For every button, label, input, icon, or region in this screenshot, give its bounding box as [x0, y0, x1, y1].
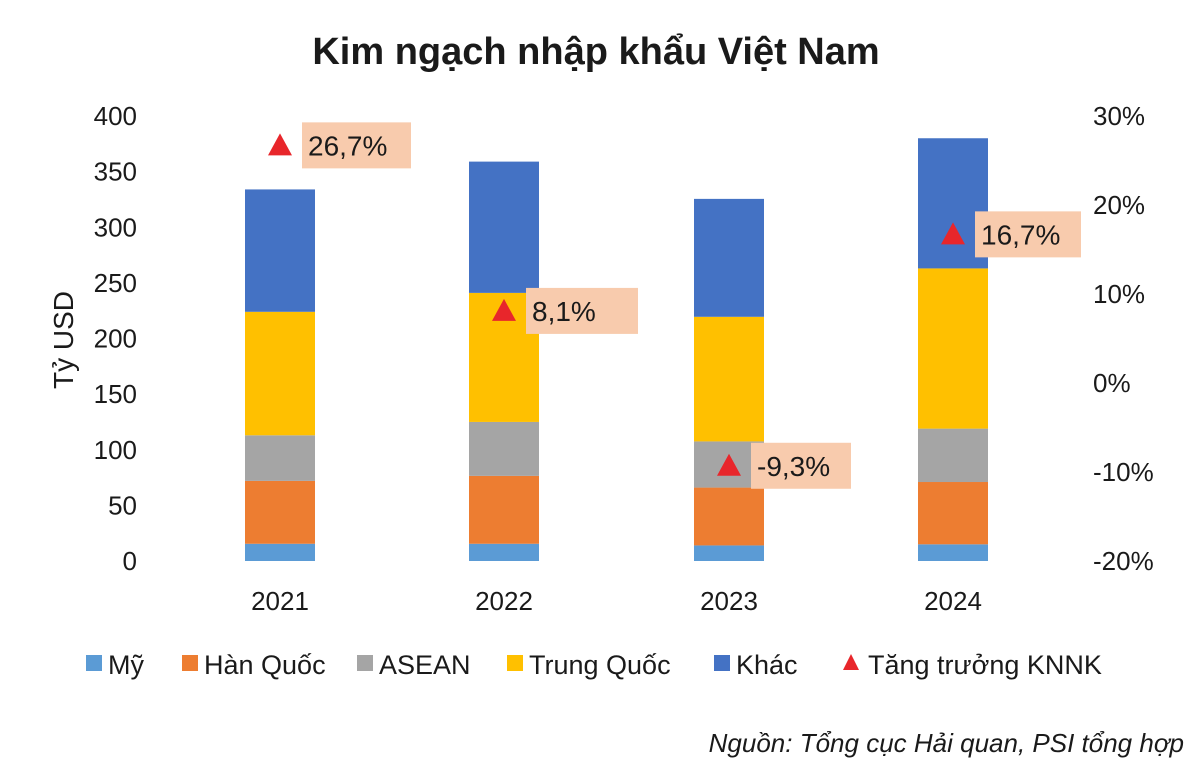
bar-segment: [469, 421, 539, 476]
growth-label-box: [302, 122, 411, 169]
y-tick-label: 250: [94, 268, 137, 298]
y2-axis-ticks: -20% -10% 0% 10% 20% 30%: [1093, 101, 1154, 576]
x-tick-label: 2024: [924, 586, 982, 616]
growth-marker: [268, 133, 292, 156]
bar-segment: [245, 543, 315, 561]
bar-segment: [469, 475, 539, 544]
legend-label: Khác: [736, 650, 798, 680]
legend-label: Trung Quốc: [529, 650, 671, 680]
y-tick-label: 400: [94, 101, 137, 131]
legend-swatch: [714, 655, 730, 671]
bar-segment: [918, 482, 988, 545]
bar-segment: [245, 435, 315, 481]
y-tick-label: 350: [94, 157, 137, 187]
growth-label-box: [751, 442, 851, 489]
growth-label: 16,7%: [981, 219, 1060, 250]
growth-markers: 26,7% 8,1% -9,3% 16,7%: [268, 122, 1081, 489]
y-axis-label: Tỷ USD: [48, 291, 79, 389]
y2-tick-label: 10%: [1093, 279, 1145, 309]
bars: [245, 138, 988, 561]
bar-segment: [694, 198, 764, 317]
legend: Mỹ Hàn Quốc ASEAN Trung Quốc Khác Tăng trưởng…: [86, 650, 1102, 680]
growth-label: -9,3%: [757, 451, 830, 482]
growth-label: 8,1%: [532, 296, 596, 327]
chart-title: Kim ngạch nhập khẩu Việt Nam: [312, 31, 879, 73]
growth-marker: [717, 453, 741, 476]
bar-segment: [245, 311, 315, 436]
y2-tick-label: -10%: [1093, 457, 1154, 487]
legend-swatch: [507, 655, 523, 671]
y-axis-ticks: 0 50 100 150 200 250 300 350 400: [94, 101, 137, 576]
x-tick-label: 2021: [251, 586, 309, 616]
bar-segment: [918, 544, 988, 561]
legend-swatch: [357, 655, 373, 671]
bar-segment: [245, 480, 315, 544]
bar-segment: [469, 543, 539, 561]
bar-segment: [694, 487, 764, 546]
legend-swatch: [86, 655, 102, 671]
bar-segment: [694, 545, 764, 561]
y-tick-label: 50: [108, 490, 137, 520]
bar-segment: [245, 189, 315, 312]
y2-tick-label: -20%: [1093, 546, 1154, 576]
x-tick-label: 2022: [475, 586, 533, 616]
y-tick-label: 150: [94, 379, 137, 409]
y-tick-label: 300: [94, 212, 137, 242]
legend-label: Tăng trưởng KNNK: [868, 650, 1102, 680]
legend-label: ASEAN: [379, 650, 471, 680]
bar-segment: [918, 428, 988, 483]
growth-label: 26,7%: [308, 130, 387, 161]
y-tick-label: 0: [123, 546, 137, 576]
growth-marker: [941, 222, 965, 245]
bar-segment: [469, 161, 539, 293]
growth-label-box: [975, 211, 1081, 258]
y-tick-label: 200: [94, 324, 137, 354]
legend-label: Mỹ: [108, 650, 144, 680]
x-axis-ticks: 2021 2022 2023 2024: [251, 586, 982, 616]
bar-segment: [918, 268, 988, 429]
legend-growth-marker: [843, 654, 859, 670]
growth-marker: [492, 298, 516, 321]
bar-segment: [694, 316, 764, 442]
legend-swatch: [182, 655, 198, 671]
source-note: Nguồn: Tổng cục Hải quan, PSI tổng hợp: [709, 728, 1184, 758]
y2-tick-label: 30%: [1093, 101, 1145, 131]
y-tick-label: 100: [94, 435, 137, 465]
legend-label: Hàn Quốc: [204, 650, 326, 680]
growth-label-box: [526, 287, 638, 334]
y2-tick-label: 0%: [1093, 368, 1131, 398]
x-tick-label: 2023: [700, 586, 758, 616]
y2-tick-label: 20%: [1093, 190, 1145, 220]
